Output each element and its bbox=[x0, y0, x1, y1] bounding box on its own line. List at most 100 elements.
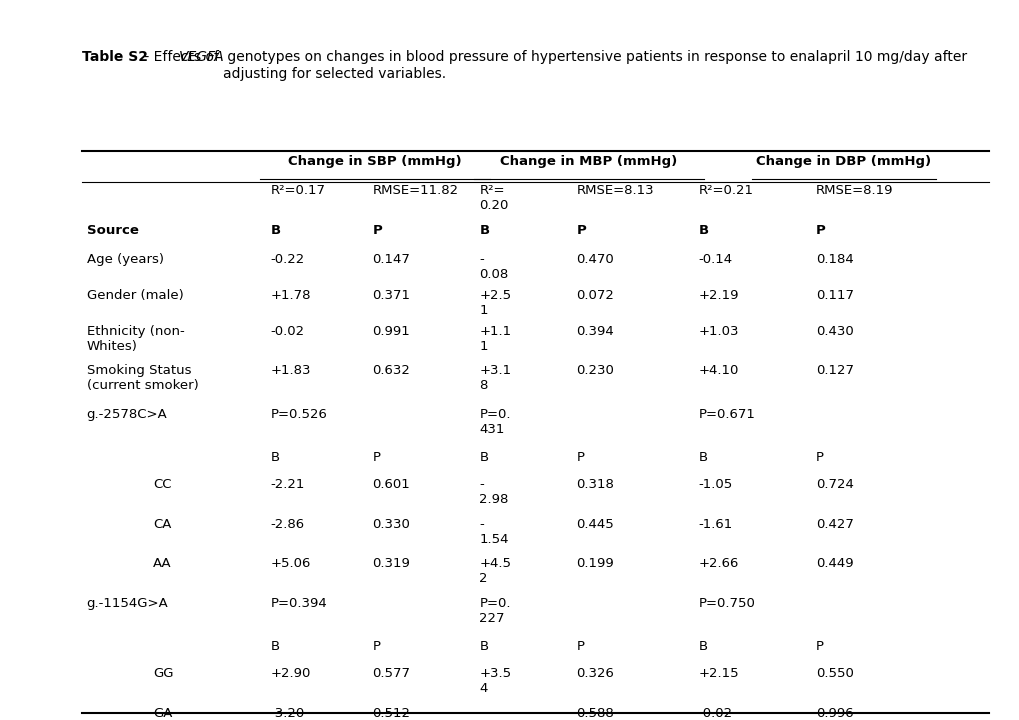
Text: VEGFA: VEGFA bbox=[178, 50, 224, 64]
Text: 0.371: 0.371 bbox=[372, 289, 410, 302]
Text: B: B bbox=[479, 640, 488, 653]
Text: +3.5
4: +3.5 4 bbox=[479, 667, 511, 696]
Text: CA: CA bbox=[153, 518, 171, 531]
Text: -1.61: -1.61 bbox=[698, 518, 733, 531]
Text: g.-2578C>A: g.-2578C>A bbox=[87, 408, 167, 420]
Text: -1.05: -1.05 bbox=[698, 478, 733, 491]
Text: +2.19: +2.19 bbox=[698, 289, 739, 302]
Text: P: P bbox=[815, 640, 823, 653]
Text: 0.996: 0.996 bbox=[815, 707, 853, 720]
Text: 0.147: 0.147 bbox=[372, 253, 410, 266]
Text: +2.5
1: +2.5 1 bbox=[479, 289, 511, 317]
Text: P: P bbox=[372, 640, 380, 653]
Text: Source: Source bbox=[87, 224, 139, 237]
Text: P: P bbox=[576, 224, 586, 237]
Text: AA: AA bbox=[153, 557, 171, 570]
Text: 0.577: 0.577 bbox=[372, 667, 410, 680]
Text: P: P bbox=[815, 224, 825, 237]
Text: B: B bbox=[698, 640, 707, 653]
Text: P=0.671: P=0.671 bbox=[698, 408, 755, 420]
Text: CC: CC bbox=[153, 478, 171, 491]
Text: B: B bbox=[270, 451, 279, 464]
Text: -
1.54: - 1.54 bbox=[479, 518, 508, 546]
Text: Change in DBP (mmHg): Change in DBP (mmHg) bbox=[756, 155, 930, 168]
Text: -3.20: -3.20 bbox=[270, 707, 305, 720]
Text: +5.06: +5.06 bbox=[270, 557, 311, 570]
Text: Ethnicity (non-
Whites): Ethnicity (non- Whites) bbox=[87, 325, 184, 353]
Text: B: B bbox=[698, 224, 708, 237]
Text: B: B bbox=[479, 451, 488, 464]
Text: Gender (male): Gender (male) bbox=[87, 289, 183, 302]
Text: Smoking Status
(current smoker): Smoking Status (current smoker) bbox=[87, 364, 199, 392]
Text: RMSE=11.82: RMSE=11.82 bbox=[372, 184, 458, 197]
Text: B: B bbox=[270, 640, 279, 653]
Text: 0.072: 0.072 bbox=[576, 289, 613, 302]
Text: RMSE=8.19: RMSE=8.19 bbox=[815, 184, 893, 197]
Text: 0.326: 0.326 bbox=[576, 667, 613, 680]
Text: P: P bbox=[815, 451, 823, 464]
Text: 0.199: 0.199 bbox=[576, 557, 613, 570]
Text: - Effects of: - Effects of bbox=[140, 50, 223, 64]
Text: P: P bbox=[576, 640, 584, 653]
Text: P: P bbox=[372, 451, 380, 464]
Text: R²=0.21: R²=0.21 bbox=[698, 184, 753, 197]
Text: Age (years): Age (years) bbox=[87, 253, 163, 266]
Text: 0.632: 0.632 bbox=[372, 364, 410, 377]
Text: 0.127: 0.127 bbox=[815, 364, 853, 377]
Text: P=0.750: P=0.750 bbox=[698, 597, 755, 610]
Text: Table S2: Table S2 bbox=[82, 50, 148, 64]
Text: -: - bbox=[479, 707, 484, 720]
Text: B: B bbox=[479, 224, 489, 237]
Text: B: B bbox=[698, 451, 707, 464]
Text: 0.430: 0.430 bbox=[815, 325, 853, 338]
Text: 0.470: 0.470 bbox=[576, 253, 613, 266]
Text: P=0.
431: P=0. 431 bbox=[479, 408, 511, 436]
Text: 0.601: 0.601 bbox=[372, 478, 410, 491]
Text: +1.83: +1.83 bbox=[270, 364, 311, 377]
Text: +2.66: +2.66 bbox=[698, 557, 739, 570]
Text: +1.03: +1.03 bbox=[698, 325, 739, 338]
Text: R²=
0.20: R²= 0.20 bbox=[479, 184, 508, 212]
Text: -
0.08: - 0.08 bbox=[479, 253, 508, 281]
Text: +3.1
8: +3.1 8 bbox=[479, 364, 511, 392]
Text: B: B bbox=[270, 224, 280, 237]
Text: -2.86: -2.86 bbox=[270, 518, 304, 531]
Text: GG: GG bbox=[153, 667, 173, 680]
Text: Change in MBP (mmHg): Change in MBP (mmHg) bbox=[500, 155, 677, 168]
Text: g.-1154G>A: g.-1154G>A bbox=[87, 597, 168, 610]
Text: 0.991: 0.991 bbox=[372, 325, 410, 338]
Text: 0.230: 0.230 bbox=[576, 364, 613, 377]
Text: +2.15: +2.15 bbox=[698, 667, 739, 680]
Text: 0.330: 0.330 bbox=[372, 518, 410, 531]
Text: P=0.526: P=0.526 bbox=[270, 408, 327, 420]
Text: Change in SBP (mmHg): Change in SBP (mmHg) bbox=[287, 155, 462, 168]
Text: GA: GA bbox=[153, 707, 172, 720]
Text: 0.427: 0.427 bbox=[815, 518, 853, 531]
Text: -0.14: -0.14 bbox=[698, 253, 732, 266]
Text: 0.318: 0.318 bbox=[576, 478, 613, 491]
Text: RMSE=8.13: RMSE=8.13 bbox=[576, 184, 653, 197]
Text: -
2.98: - 2.98 bbox=[479, 478, 508, 506]
Text: R²=0.17: R²=0.17 bbox=[270, 184, 325, 197]
Text: 0.117: 0.117 bbox=[815, 289, 853, 302]
Text: 0.550: 0.550 bbox=[815, 667, 853, 680]
Text: 0.319: 0.319 bbox=[372, 557, 410, 570]
Text: -2.21: -2.21 bbox=[270, 478, 305, 491]
Text: -0.02: -0.02 bbox=[270, 325, 304, 338]
Text: P=0.394: P=0.394 bbox=[270, 597, 327, 610]
Text: 0.512: 0.512 bbox=[372, 707, 410, 720]
Text: 0.588: 0.588 bbox=[576, 707, 613, 720]
Text: 0.445: 0.445 bbox=[576, 518, 613, 531]
Text: genotypes on changes in blood pressure of hypertensive patients in response to e: genotypes on changes in blood pressure o… bbox=[223, 50, 967, 81]
Text: 0.449: 0.449 bbox=[815, 557, 853, 570]
Text: P: P bbox=[576, 451, 584, 464]
Text: +1.78: +1.78 bbox=[270, 289, 311, 302]
Text: 0.394: 0.394 bbox=[576, 325, 613, 338]
Text: +4.5
2: +4.5 2 bbox=[479, 557, 511, 585]
Text: P: P bbox=[372, 224, 382, 237]
Text: -0.02: -0.02 bbox=[698, 707, 732, 720]
Text: P=0.
227: P=0. 227 bbox=[479, 597, 511, 625]
Text: 0.724: 0.724 bbox=[815, 478, 853, 491]
Text: +1.1
1: +1.1 1 bbox=[479, 325, 511, 353]
Text: +4.10: +4.10 bbox=[698, 364, 739, 377]
